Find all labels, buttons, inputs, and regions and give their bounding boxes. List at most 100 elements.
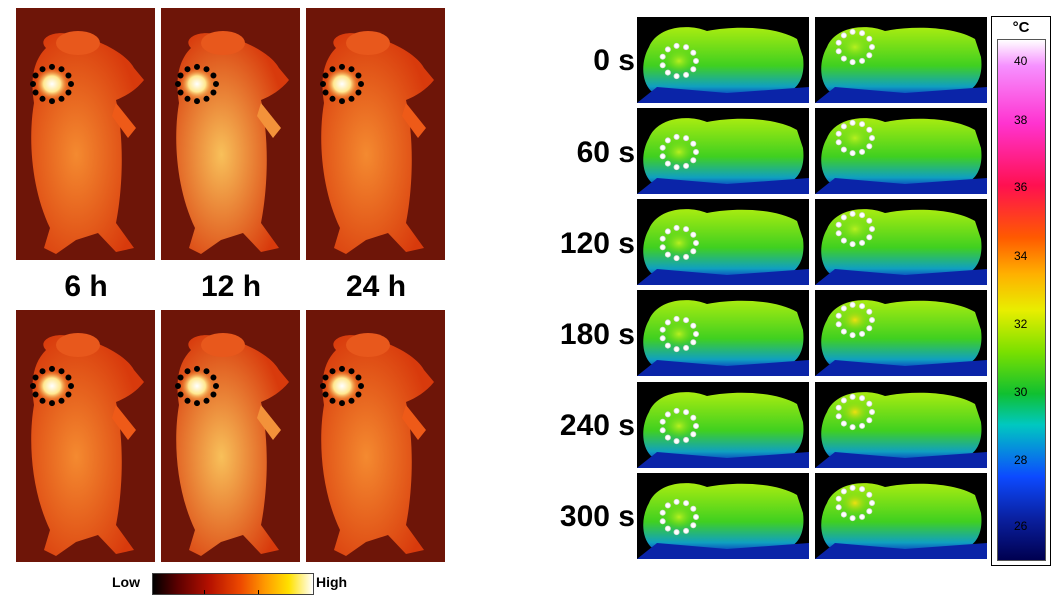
tumor-outline-dot [664,160,671,167]
tumor-outline-dot [65,89,72,96]
thermal-mouse-shadow [637,452,809,468]
tumor-outline-dot [348,95,355,102]
mouse-ear [56,333,100,357]
thermal-mouse-shadow [815,87,987,103]
tumor-outline-dot [203,66,210,73]
intensity-tick [204,590,205,594]
tumor-outline-dot [65,391,72,398]
tumor-outline-dot [849,484,856,491]
tumor-outline-dot [39,368,46,375]
thermal-image [637,290,809,376]
tumor-outline-dot [859,121,866,128]
tumor-outline-dot [859,303,866,310]
tumor-outline-dot [355,89,362,96]
tumor-outline-dot [835,230,842,237]
mouse-body [176,33,289,254]
tumor-hotspot [839,307,871,333]
mouse-ear [56,31,100,55]
thermal-image [637,17,809,103]
tumor-outline-dot [840,328,847,335]
tumor-outline-dot [835,413,842,420]
tumor-outline-dot [58,368,65,375]
colorbar-tick: 26 [1014,519,1028,533]
tumor-outline-dot [835,495,842,502]
tumor-outline-dot [329,95,336,102]
time-label-24h: 24 h [345,270,407,303]
thermal-mouse-shadow [637,543,809,559]
tumor-outline-dot [840,214,847,221]
mouse-ear [201,333,245,357]
tumor-outline-dot [210,89,217,96]
tumor-outline-dot [673,42,680,49]
tumor-outline-dot [859,57,866,64]
tumor-outline-dot [859,422,866,429]
tumor-outline-dot [840,488,847,495]
tumor-outline-dot [693,423,700,430]
time-label-0s: 0 s [593,44,635,77]
tumor-outline-dot [673,346,680,353]
time-label-240s: 240 s [559,409,635,442]
tumor-outline-dot [859,30,866,37]
tumor-outline-dot [683,253,690,260]
tumor-outline-dot [840,511,847,518]
mouse-paw [402,405,426,440]
tumor-outline-dot [29,383,36,390]
colorbar-tick: 36 [1014,180,1028,194]
tumor-outline-dot [849,332,856,339]
mouse-paw [402,103,426,138]
tumor-outline-dot [690,414,697,421]
time-label-180s: 180 s [559,318,635,351]
tumor-hotspot [663,48,695,74]
tumor-outline-dot [683,317,690,324]
mouse-body [31,335,144,556]
colorbar-tick: 32 [1014,317,1028,331]
tumor-outline-dot [683,226,690,233]
tumor-outline-dot [32,72,39,79]
tumor-outline-dot [210,72,217,79]
tumor-outline-dot [68,81,75,88]
tumor-outline-dot [673,529,680,536]
tumor-outline-dot [866,143,873,150]
tumor-outline-dot [348,368,355,375]
tumor-hotspot [839,125,871,151]
tumor-outline-dot [339,400,346,407]
tumor-outline-dot [840,237,847,244]
fluorescence-image-12h-top [161,8,300,260]
tumor-outline-dot [690,505,697,512]
thermal-mouse-shadow [815,360,987,376]
tumor-outline-dot [659,153,666,160]
tumor-hotspot [663,413,695,439]
tumor-outline-dot [339,98,346,105]
thermal-image [815,199,987,285]
tumor-outline-dot [869,499,876,506]
tumor-outline-dot [866,126,873,133]
tumor-outline-dot [664,137,671,144]
tumor-outline-dot [339,63,346,70]
tumor-outline-dot [659,62,666,69]
tumor-outline-dot [690,49,697,56]
colorbar-tick: 28 [1014,453,1028,467]
legend-high-label: High [316,574,348,590]
fluorescence-image-24h-bottom [306,310,445,562]
thermal-mouse-shadow [637,178,809,194]
tumor-outline-dot [849,241,856,248]
tumor-outline-dot [690,248,697,255]
tumor-hotspot [663,139,695,165]
tumor-outline-dot [355,374,362,381]
tumor-outline-dot [32,89,39,96]
tumor-outline-dot [869,316,876,323]
tumor-hotspot [35,370,69,402]
thermal-mouse-body [643,118,804,188]
tumor-outline-dot [194,365,201,372]
tumor-outline-dot [835,504,842,511]
tumor-outline-dot [849,59,856,66]
tumor-outline-dot [690,231,697,238]
tumor-hotspot [663,504,695,530]
tumor-outline-dot [659,144,666,151]
mouse-body [31,33,144,254]
tumor-outline-dot [835,130,842,137]
mouse-body [176,335,289,556]
tumor-outline-dot [329,368,336,375]
tumor-outline-dot [32,391,39,398]
tumor-outline-dot [184,397,191,404]
